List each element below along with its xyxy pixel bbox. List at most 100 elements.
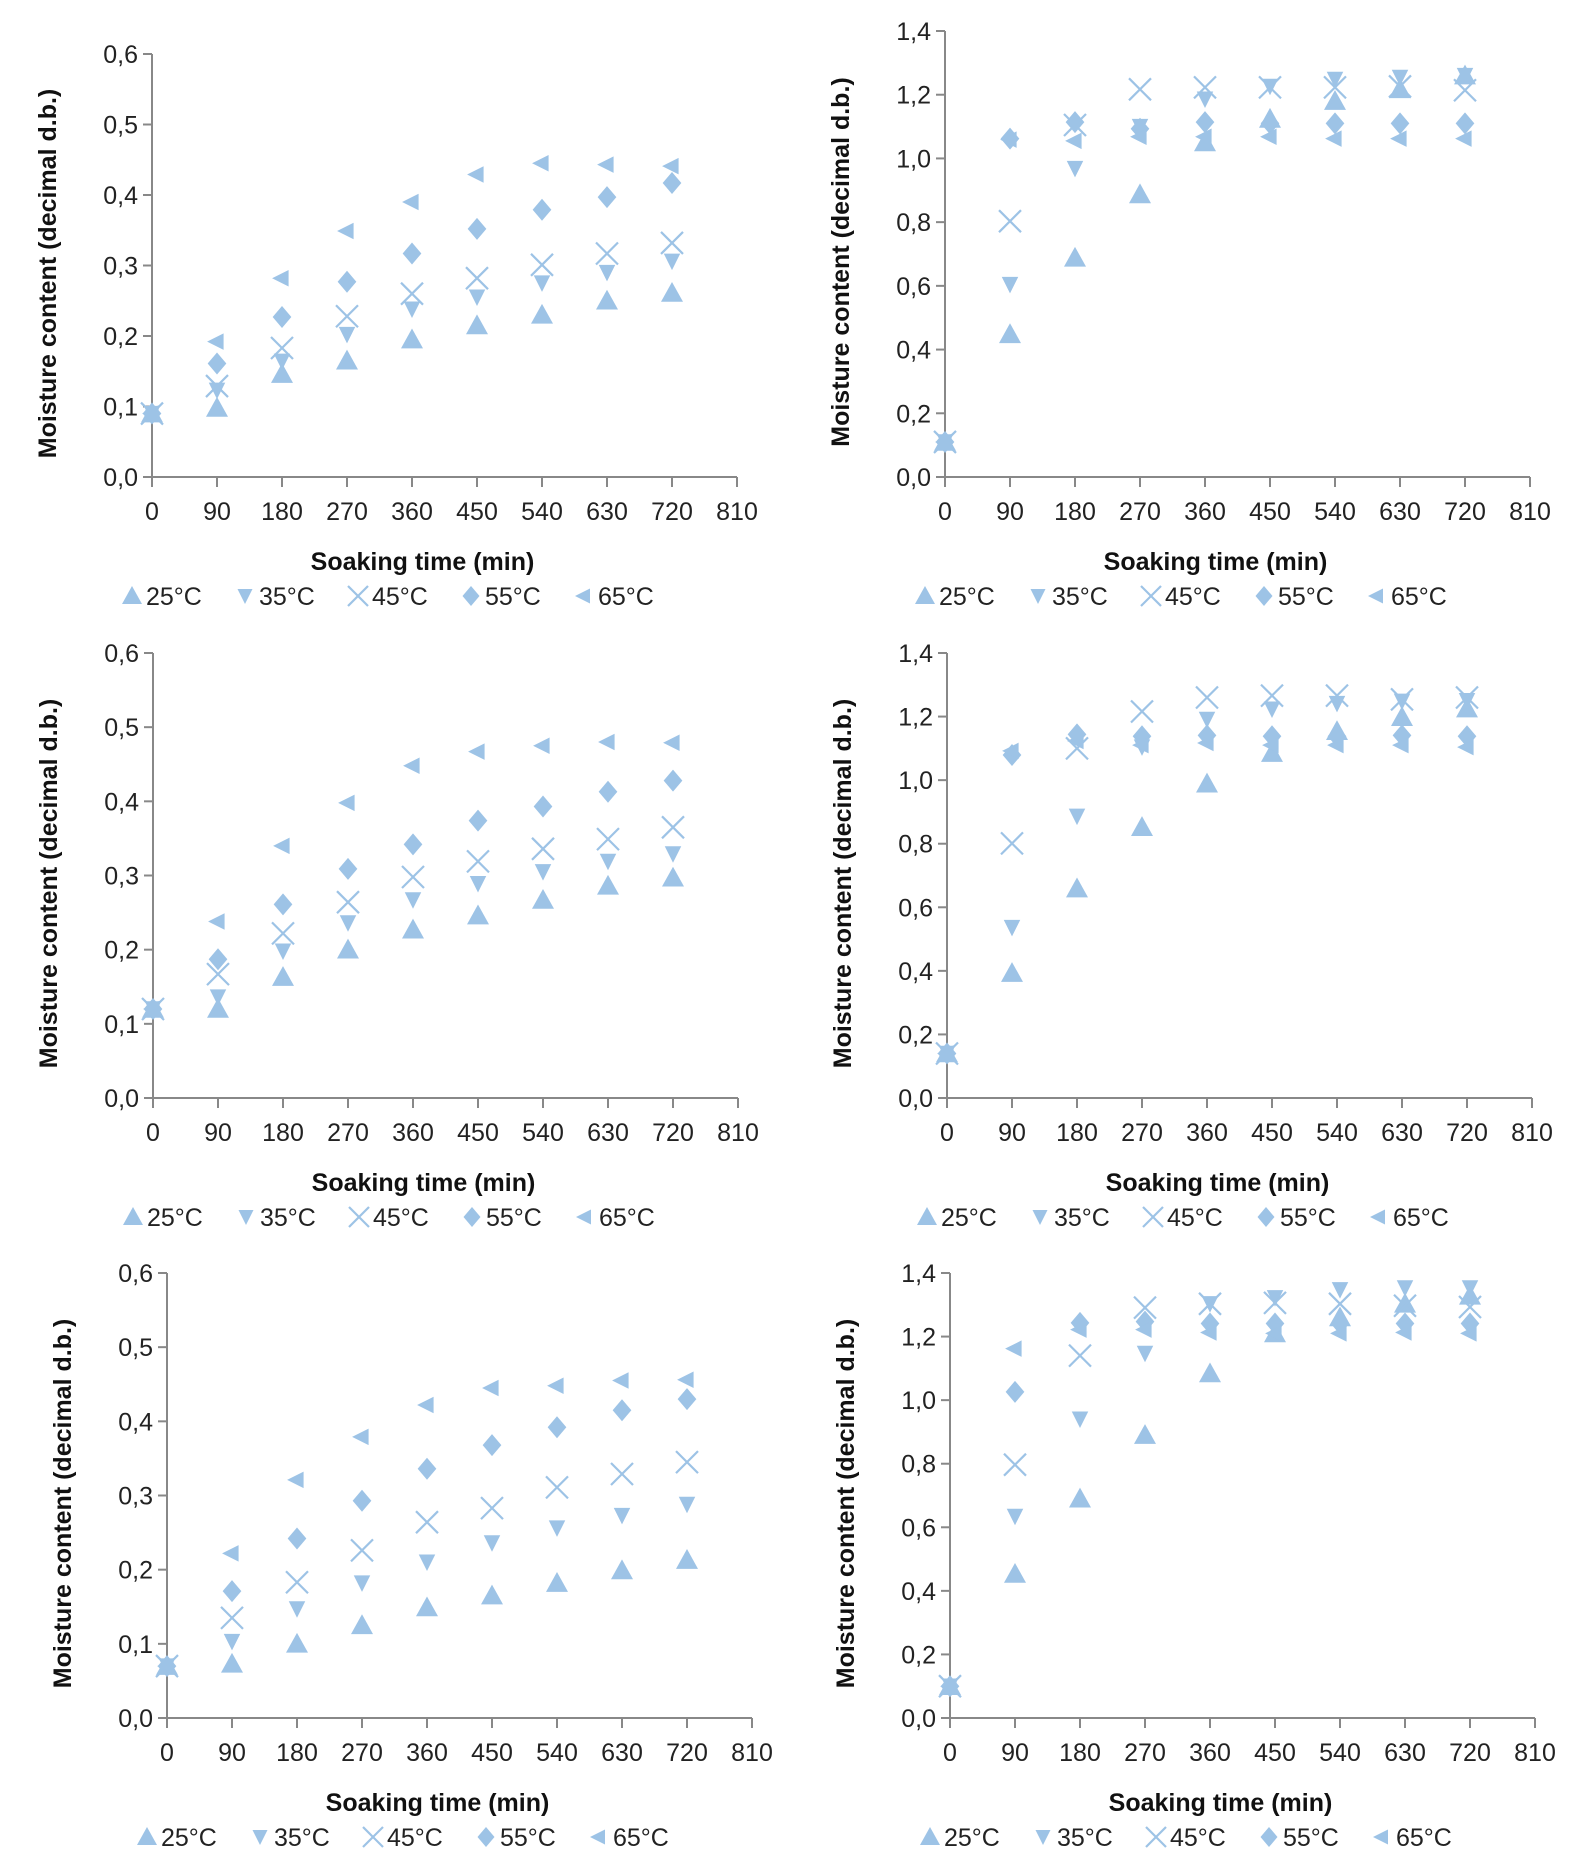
chart-4: 0,0 0,2 0,4 0,6 0,8 1,0 1,2 1,4 0 90 180 270 360 450 5… (829, 640, 1553, 1232)
data-point (481, 1584, 503, 1605)
x-tick-label: 180 (261, 498, 303, 526)
data-point (1197, 724, 1217, 747)
y-tick-label: 0,3 (118, 1483, 153, 1511)
data-point (662, 866, 684, 887)
data-point (467, 166, 484, 183)
y-tick-label: 0,6 (103, 41, 138, 69)
data-point (663, 253, 681, 271)
y-tick-label: 0,4 (118, 1408, 153, 1436)
data-point (1390, 130, 1407, 147)
data-point (1200, 1312, 1220, 1335)
data-point (338, 857, 358, 880)
legend: 25°C 35°C 45°C 55°C 65°C (123, 1204, 655, 1232)
data-point (661, 281, 683, 302)
data-point (467, 217, 487, 240)
data-point (271, 921, 295, 946)
data-point (533, 275, 551, 292)
data-point (286, 1632, 308, 1653)
data-point-stroke (1388, 74, 1412, 99)
series-65c (143, 733, 680, 1018)
chart-2: 0,0 0,2 0,4 0,6 0,8 1,0 1,2 1,4 0 90 180 270 360 450 5… (827, 18, 1551, 611)
x-tick-label: 540 (522, 1119, 564, 1147)
data-point (288, 1601, 306, 1618)
data-point (469, 875, 487, 893)
y-tick-label: 1,2 (901, 1324, 936, 1352)
data-point-stroke (675, 1450, 699, 1474)
data-point (1260, 112, 1280, 135)
legend-marker-icon (238, 1210, 254, 1225)
data-point (677, 1371, 694, 1389)
data-point-stroke (480, 1496, 504, 1520)
legend-marker-icon-stroke (1142, 1206, 1164, 1228)
legend-label: 25°C (939, 583, 995, 611)
legend-marker-icon (1035, 1830, 1051, 1845)
data-point (205, 374, 229, 398)
data-point (143, 1000, 160, 1018)
data-point (482, 1434, 502, 1457)
data-point (1388, 74, 1412, 99)
data-point (402, 193, 419, 211)
legend-label: 35°C (1052, 583, 1108, 611)
legend-label: 35°C (1054, 1204, 1110, 1232)
x-tick-label: 90 (204, 1119, 232, 1147)
data-point (1001, 962, 1023, 982)
data-point (1071, 1411, 1089, 1429)
legend-label: 65°C (599, 1204, 655, 1232)
data-point (663, 769, 683, 792)
data-point (547, 1377, 564, 1394)
data-point (1066, 160, 1084, 178)
data-point (142, 405, 159, 422)
legend-marker-icon (1032, 1210, 1048, 1225)
legend: 25°C 35°C 45°C 55°C 65°C (137, 1824, 669, 1852)
data-point-stroke (545, 1475, 569, 1500)
data-point (1262, 736, 1279, 754)
data-point-stroke (1458, 1295, 1482, 1319)
data-point (221, 1652, 243, 1673)
legend-label: 35°C (259, 583, 315, 611)
data-point (1457, 725, 1477, 748)
data-point (1196, 91, 1214, 108)
data-point (1331, 1282, 1349, 1299)
data-point (534, 864, 552, 881)
legend-marker-icon (1260, 1827, 1278, 1847)
series-25c (156, 1549, 698, 1675)
legend-marker-icon-stroke (362, 1826, 384, 1848)
data-point (1005, 1340, 1022, 1357)
y-tick-label: 0,4 (896, 337, 931, 365)
y-tick-label: 0,0 (896, 464, 931, 492)
data-point-stroke (350, 1538, 374, 1563)
data-point (1455, 130, 1472, 147)
y-tick-label: 1,2 (898, 704, 933, 732)
legend-marker-icon (252, 1830, 268, 1845)
legend-marker-icon (347, 585, 369, 607)
data-point (223, 1633, 241, 1651)
data-point (611, 1559, 633, 1580)
data-point (336, 890, 360, 914)
x-tick-label: 720 (1446, 1119, 1488, 1147)
legend-marker-icon-stroke (1140, 585, 1162, 607)
legend-label: 35°C (260, 1204, 316, 1232)
data-point (1262, 725, 1282, 748)
data-point (597, 874, 619, 895)
data-point (1263, 701, 1281, 719)
x-tick-label: 450 (456, 498, 498, 526)
data-point-stroke (1198, 1292, 1222, 1316)
data-point (465, 266, 489, 290)
legend-marker-icon (463, 1207, 481, 1227)
data-point-stroke (1325, 683, 1349, 708)
data-point (998, 209, 1022, 233)
y-tick-label: 0,1 (103, 394, 138, 422)
x-tick-label: 630 (587, 1119, 629, 1147)
x-tick-label: 810 (716, 498, 758, 526)
data-point (1391, 69, 1409, 87)
y-tick-label: 0,4 (104, 788, 139, 816)
data-point-stroke (998, 209, 1022, 233)
data-point (675, 1450, 699, 1474)
data-point (1453, 78, 1477, 103)
x-tick-label: 360 (1189, 1739, 1231, 1767)
data-point (270, 336, 294, 360)
x-tick-label: 360 (392, 1119, 434, 1147)
data-point (1132, 725, 1152, 748)
data-point (416, 1596, 438, 1617)
x-tick-label: 810 (731, 1739, 773, 1767)
